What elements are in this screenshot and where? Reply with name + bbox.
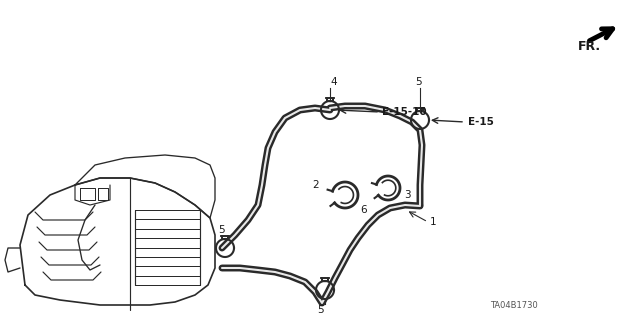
Text: E-15: E-15 (468, 117, 494, 127)
Text: 1: 1 (430, 217, 436, 227)
Text: 4: 4 (330, 77, 337, 87)
Text: 5: 5 (218, 225, 225, 235)
Text: 5: 5 (317, 305, 323, 315)
Text: 3: 3 (404, 190, 411, 200)
Text: FR.: FR. (578, 40, 601, 53)
Text: TA04B1730: TA04B1730 (490, 300, 538, 309)
Text: E-15-10: E-15-10 (382, 107, 427, 117)
Text: 5: 5 (415, 77, 421, 87)
Text: 2: 2 (312, 180, 319, 190)
Text: 6: 6 (360, 205, 367, 215)
